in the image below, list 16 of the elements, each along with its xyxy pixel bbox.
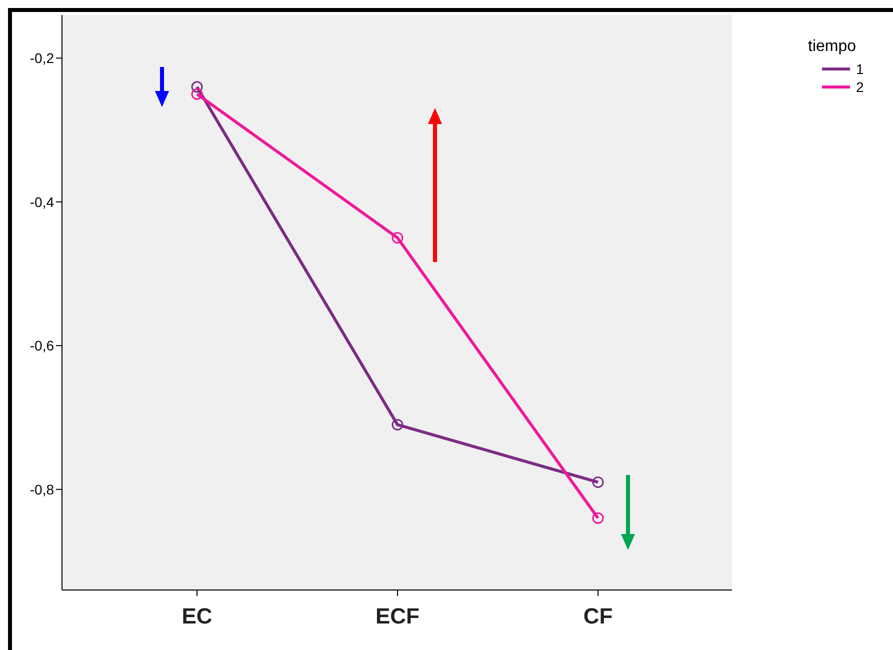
y-tick-label: -0,6: [30, 338, 54, 354]
y-tick-label: -0,8: [30, 481, 54, 498]
legend-title: tiempo: [808, 38, 858, 56]
x-tick-label: EC: [182, 604, 212, 629]
point: [191, 81, 203, 93]
point: [592, 512, 604, 524]
legend-label: 1: [856, 61, 864, 77]
x-tick-label: ECF: [376, 604, 420, 629]
legend-label: 2: [856, 79, 864, 95]
point: [191, 88, 203, 100]
x-tick-label: CF: [583, 604, 613, 629]
y-tick-label: -0,4: [30, 194, 54, 210]
y-tick-label: -0,2: [30, 50, 54, 66]
point: [392, 232, 404, 244]
point: [392, 418, 404, 430]
point: [592, 476, 604, 488]
